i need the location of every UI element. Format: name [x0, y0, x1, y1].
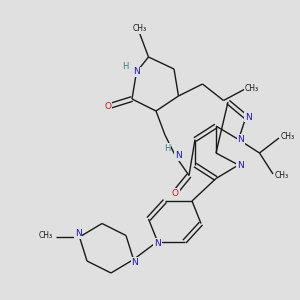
Text: O: O: [172, 189, 179, 198]
Text: O: O: [104, 102, 112, 111]
Text: N: N: [133, 68, 140, 76]
Text: N: N: [237, 160, 243, 169]
Text: N: N: [132, 258, 138, 267]
Text: N: N: [245, 112, 252, 122]
Text: N: N: [75, 230, 81, 238]
Text: CH₃: CH₃: [132, 24, 147, 33]
Text: H: H: [164, 144, 170, 153]
Text: CH₃: CH₃: [274, 171, 289, 180]
Text: CH₃: CH₃: [280, 132, 295, 141]
Text: N: N: [238, 135, 244, 144]
Text: N: N: [154, 238, 161, 247]
Text: N: N: [175, 152, 182, 160]
Text: CH₃: CH₃: [244, 84, 259, 93]
Text: CH₃: CH₃: [39, 231, 53, 240]
Text: H: H: [122, 62, 128, 71]
